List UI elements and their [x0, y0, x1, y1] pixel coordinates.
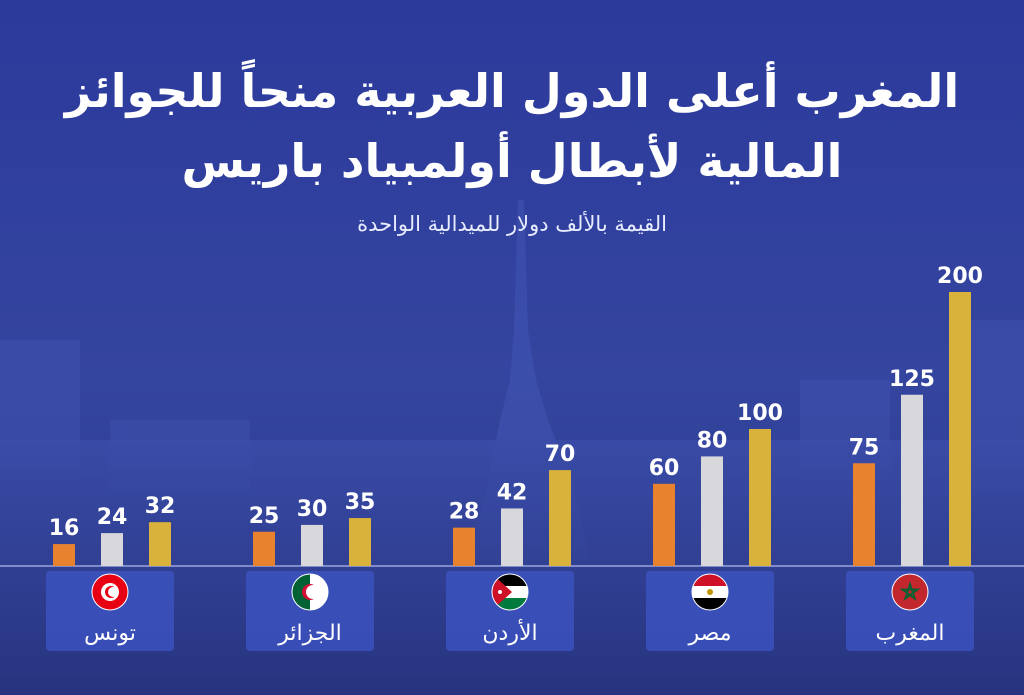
- bar: [501, 508, 523, 566]
- bar: [453, 527, 475, 566]
- chart-title-line-1: المغرب أعلى الدول العربية منحاً للجوائز: [64, 64, 960, 118]
- jordan-flag: [491, 573, 529, 611]
- category-box: [446, 571, 574, 651]
- data-label: 32: [145, 494, 176, 519]
- bar: [101, 533, 123, 566]
- morocco-flag: [891, 573, 929, 611]
- bar: [749, 429, 771, 566]
- chart-title-line-2: المالية لأبطال أولمبياد باريس: [181, 134, 843, 188]
- data-label: 30: [297, 497, 328, 522]
- egypt-flag: [691, 573, 729, 611]
- data-label: 100: [737, 401, 783, 426]
- bar: [349, 518, 371, 566]
- data-label: 42: [497, 480, 528, 505]
- bar: [853, 463, 875, 566]
- algeria-flag: [291, 573, 329, 611]
- data-label: 35: [345, 490, 376, 515]
- bar: [653, 483, 675, 566]
- data-label: 60: [649, 456, 680, 481]
- category-label: مصر: [687, 621, 731, 646]
- category-box: [246, 571, 374, 651]
- data-label: 28: [449, 500, 480, 525]
- bar: [253, 531, 275, 566]
- category-label: الأردن: [482, 619, 537, 646]
- bar: [901, 394, 923, 566]
- data-label: 75: [849, 435, 880, 460]
- bar: [701, 456, 723, 566]
- data-label: 16: [49, 516, 80, 541]
- data-label: 200: [937, 264, 983, 289]
- category-box: [846, 571, 974, 651]
- data-label: 25: [249, 504, 280, 529]
- bar: [149, 522, 171, 566]
- bar: [549, 470, 571, 566]
- category-box: [646, 571, 774, 651]
- category-label: الجزائر: [277, 621, 342, 646]
- category-box: [46, 571, 174, 651]
- bar: [53, 544, 75, 566]
- data-label: 125: [889, 367, 935, 392]
- category-label: المغرب: [876, 621, 945, 646]
- data-label: 80: [697, 428, 728, 453]
- data-label: 70: [545, 442, 576, 467]
- bar: [949, 292, 971, 566]
- data-label: 24: [97, 505, 128, 530]
- category-label: تونس: [84, 621, 136, 646]
- bar: [301, 524, 323, 566]
- tunisia-flag: [91, 573, 129, 611]
- chart-subtitle: القيمة بالألف دولار للميدالية الواحدة: [357, 212, 667, 236]
